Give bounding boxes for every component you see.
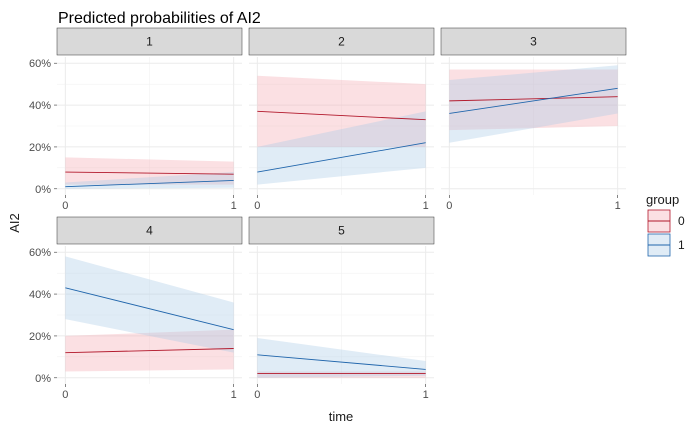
facet-strip-label: 5 <box>338 224 345 238</box>
legend-title: group <box>646 192 679 207</box>
facet-strip-label: 4 <box>146 224 153 238</box>
y-tick-label: 40% <box>29 289 51 301</box>
facet-strip-label: 2 <box>338 35 345 49</box>
chart-title: Predicted probabilities of AI2 <box>58 10 261 27</box>
x-tick-label: 1 <box>423 389 429 401</box>
x-tick-label: 1 <box>231 389 237 401</box>
facet-panel-5: 5 0 1 <box>249 217 434 401</box>
y-tick-label: 60% <box>29 58 51 70</box>
facet-panel-4: 40%20%40%60%0 1 <box>29 217 242 401</box>
y-axis-title: AI2 <box>7 213 22 233</box>
y-tick-label: 60% <box>29 247 51 259</box>
facet-strip-label: 1 <box>146 35 153 49</box>
facet-panel-1: 1 0% 20% 40% 60% 0 1 <box>29 28 242 212</box>
x-tick-label: 0 <box>254 389 260 401</box>
y-tick-label: 0% <box>35 184 51 196</box>
x-tick-label: 0 <box>62 200 68 212</box>
y-tick-label: 20% <box>29 142 51 154</box>
legend-label-1: 1 <box>678 238 685 252</box>
legend: group 0 1 <box>646 192 685 256</box>
y-tick-label: 0% <box>35 373 51 385</box>
x-tick-label: 0 <box>446 200 452 212</box>
y-tick-label: 20% <box>29 331 51 343</box>
x-tick-label: 0 <box>254 200 260 212</box>
x-tick-label: 1 <box>615 200 621 212</box>
facet-strip-label: 3 <box>530 35 537 49</box>
x-tick-label: 1 <box>231 200 237 212</box>
facet-panel-3: 3 0 1 <box>441 28 626 212</box>
x-tick-label: 0 <box>62 389 68 401</box>
legend-label-0: 0 <box>678 214 685 228</box>
facet-panel-2: 2 0 1 <box>249 28 434 212</box>
facet-panels: 10%20%40%60%0 120 130 140%20%40%60%0 150 1 <box>29 28 626 401</box>
x-tick-label: 1 <box>423 200 429 212</box>
x-axis-title: time <box>329 409 354 424</box>
y-tick-label: 40% <box>29 100 51 112</box>
